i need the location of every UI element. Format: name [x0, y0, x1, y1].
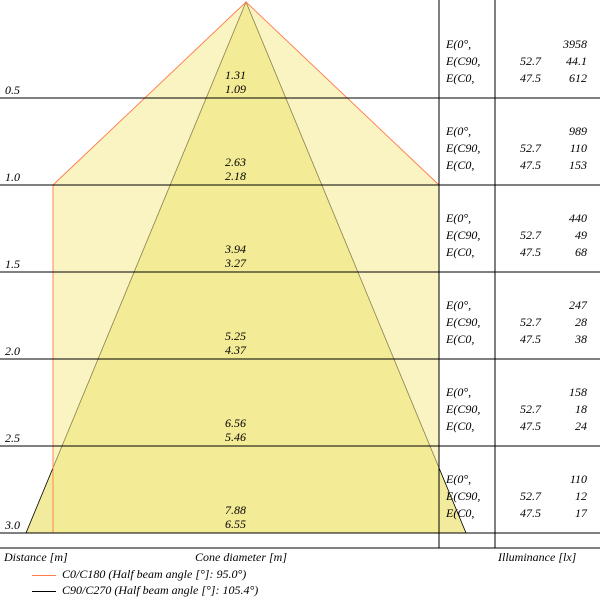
illuminance-row: E(0°,158E(C90,52.718E(C0,47.524 [446, 384, 587, 435]
cone-diameter-row: 3.943.27 [225, 242, 305, 270]
legend-item: C90/C270 (Half beam angle [°]: 105.4°) [32, 582, 258, 598]
illuminance-row: E(0°,247E(C90,52.728E(C0,47.538 [446, 297, 587, 348]
cone-diameter-row: 1.311.09 [225, 68, 305, 96]
illuminance-row: E(0°,989E(C90,52.7110E(C0,47.5153 [446, 123, 587, 174]
cone-diameter-row: 7.886.55 [225, 503, 305, 531]
legend-item: C0/C180 (Half beam angle [°]: 95.0°) [32, 566, 246, 582]
cone-diameter-row: 6.565.46 [225, 416, 305, 444]
illuminance-row: E(0°,3958E(C90,52.744.1E(C0,47.5612 [446, 36, 587, 87]
cone-diameter-row: 5.254.37 [225, 329, 305, 357]
illuminance-row: E(0°,110E(C90,52.712E(C0,47.517 [446, 471, 587, 522]
cone-diameter-row: 2.632.18 [225, 155, 305, 183]
illuminance-row: E(0°,440E(C90,52.749E(C0,47.568 [446, 210, 587, 261]
